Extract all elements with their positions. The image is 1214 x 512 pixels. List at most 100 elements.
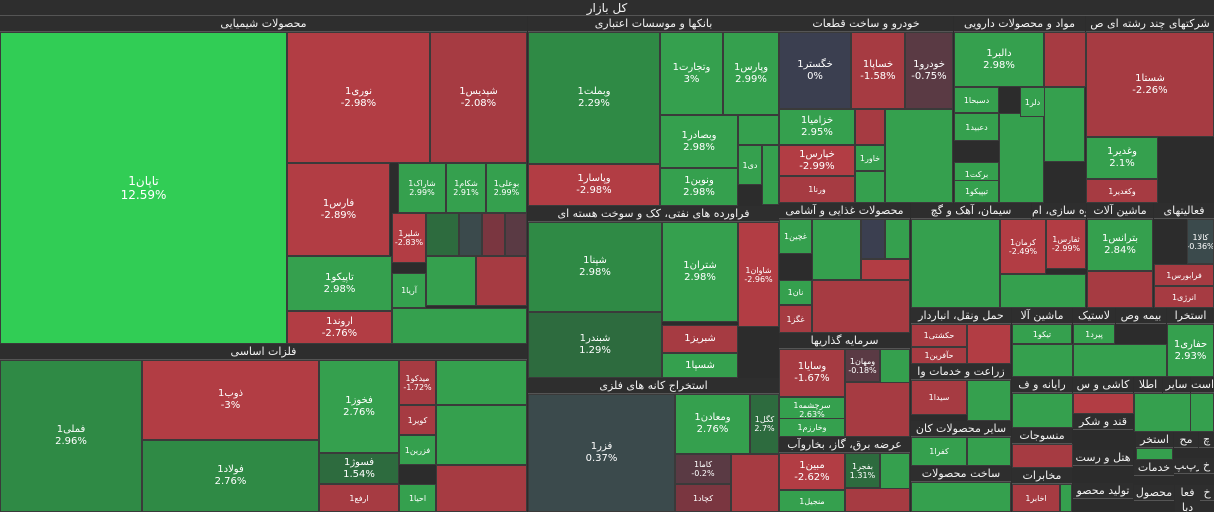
minor-stock-tile[interactable] bbox=[1012, 344, 1073, 377]
stock-tile[interactable]: بترانس1 2.84% bbox=[1087, 219, 1153, 271]
minor-stock-tile[interactable] bbox=[911, 482, 1011, 512]
stock-tile[interactable]: شتران1 2.98% bbox=[662, 222, 738, 322]
sector-header[interactable]: خدمات bbox=[1134, 460, 1174, 476]
sector-header[interactable]: استخراج کانه های فلزی bbox=[528, 378, 779, 394]
stock-tile[interactable]: حآفرین1 bbox=[911, 347, 967, 364]
stock-tile[interactable]: ثفارس1 -2.99% bbox=[1046, 219, 1086, 269]
sector-header[interactable]: انبوه سازی، ام bbox=[1032, 203, 1086, 219]
sector-header[interactable]: ماشین آلا bbox=[1012, 308, 1072, 324]
stock-tile[interactable]: احیا1 bbox=[399, 484, 436, 512]
sector-header[interactable]: سپ bbox=[1174, 458, 1186, 474]
sector-header[interactable]: دبا bbox=[1175, 500, 1200, 512]
sector-header[interactable]: لاستیک bbox=[1073, 308, 1115, 324]
stock-tile[interactable]: فسوژ1 1.54% bbox=[319, 453, 399, 484]
minor-stock-tile[interactable] bbox=[855, 109, 885, 145]
minor-stock-tile[interactable] bbox=[967, 380, 1011, 421]
stock-tile[interactable]: وپاسار1 -2.98% bbox=[528, 164, 660, 206]
minor-stock-tile[interactable] bbox=[1087, 271, 1153, 308]
stock-tile[interactable]: دسبحا1 bbox=[954, 87, 999, 113]
stock-tile[interactable]: آریا1 bbox=[392, 273, 426, 308]
stock-tile[interactable]: شاراک1 2.99% bbox=[398, 163, 446, 213]
minor-stock-tile[interactable] bbox=[845, 488, 910, 512]
stock-tile[interactable]: منجیل1 bbox=[779, 490, 845, 512]
sector-header[interactable]: خ bbox=[1200, 485, 1214, 501]
stock-tile[interactable]: وکغدیر1 bbox=[1086, 179, 1158, 203]
stock-tile[interactable]: فخوز1 2.76% bbox=[319, 360, 399, 453]
sector-header[interactable]: استخرا bbox=[1167, 308, 1214, 324]
stock-tile[interactable]: دالبر1 2.98% bbox=[954, 32, 1044, 87]
minor-stock-tile[interactable] bbox=[476, 256, 527, 306]
minor-stock-tile[interactable] bbox=[885, 109, 953, 203]
stock-tile[interactable]: فولاد1 2.76% bbox=[142, 440, 319, 512]
stock-tile[interactable]: ونوین1 2.98% bbox=[660, 168, 738, 206]
stock-tile[interactable]: دلر1 bbox=[1020, 87, 1045, 117]
stock-tile[interactable]: حفاری1 2.93% bbox=[1167, 324, 1214, 377]
stock-tile[interactable]: مبین1 -2.62% bbox=[779, 453, 845, 490]
stock-tile[interactable]: کویر1 bbox=[399, 405, 436, 435]
sector-header[interactable]: سایر محصولات کان bbox=[911, 421, 1011, 437]
minor-stock-tile[interactable] bbox=[436, 405, 527, 465]
minor-stock-tile[interactable] bbox=[861, 219, 885, 259]
stock-tile[interactable]: فارس1 -2.89% bbox=[287, 163, 390, 256]
sector-header[interactable]: اطلا bbox=[1134, 377, 1162, 393]
minor-stock-tile[interactable] bbox=[885, 219, 910, 259]
minor-stock-tile[interactable] bbox=[812, 280, 910, 333]
sector-header[interactable]: تولید محصو bbox=[1073, 483, 1133, 499]
stock-tile[interactable]: انرژی1 bbox=[1154, 286, 1214, 308]
stock-tile[interactable]: شبریز1 bbox=[662, 325, 738, 353]
stock-tile[interactable]: اروند1 -2.76% bbox=[287, 311, 392, 344]
sector-header[interactable]: استخر bbox=[1136, 432, 1173, 448]
stock-tile[interactable]: نوری1 -2.98% bbox=[287, 32, 430, 163]
stock-tile[interactable]: شستا1 -2.26% bbox=[1086, 32, 1214, 137]
minor-stock-tile[interactable] bbox=[911, 219, 1000, 308]
stock-tile[interactable]: کرمان1 -2.49% bbox=[1000, 219, 1046, 274]
sector-header[interactable]: ماشین آلات bbox=[1087, 203, 1153, 219]
stock-tile[interactable]: خپارس1 -2.99% bbox=[779, 145, 855, 176]
stock-tile[interactable]: سیدا1 bbox=[911, 380, 967, 415]
sector-header[interactable]: فعالیتهای bbox=[1154, 203, 1214, 219]
stock-tile[interactable]: ورنا1 bbox=[779, 176, 855, 203]
minor-stock-tile[interactable] bbox=[999, 113, 1044, 203]
stock-tile[interactable]: میدکو1 -1.72% bbox=[399, 360, 436, 405]
stock-tile[interactable]: شسپا1 bbox=[662, 353, 738, 378]
minor-stock-tile[interactable] bbox=[482, 213, 505, 256]
stock-tile[interactable]: کاما1 -0.2% bbox=[675, 454, 731, 484]
sector-header[interactable]: خودرو و ساخت قطعات bbox=[779, 16, 953, 32]
minor-stock-tile[interactable] bbox=[1012, 444, 1073, 468]
stock-tile[interactable]: شبندر1 1.29% bbox=[528, 312, 662, 378]
stock-tile[interactable]: شپدیس1 -2.08% bbox=[430, 32, 527, 163]
stock-tile[interactable]: وسایا1 -1.67% bbox=[779, 349, 845, 397]
sector-header[interactable]: هتل و رست bbox=[1073, 450, 1133, 466]
stock-tile[interactable]: اخابر1 bbox=[1012, 484, 1060, 512]
minor-stock-tile[interactable] bbox=[861, 259, 910, 280]
stock-tile[interactable]: ومهان1 -0.18% bbox=[845, 349, 880, 382]
minor-stock-tile[interactable] bbox=[1012, 393, 1073, 428]
stock-tile[interactable]: کچاد1 bbox=[675, 484, 731, 512]
sector-header[interactable]: محصول bbox=[1134, 485, 1174, 501]
stock-tile[interactable]: نان1 bbox=[779, 280, 812, 305]
stock-tile[interactable]: کالا1 -0.36% bbox=[1187, 219, 1214, 264]
minor-stock-tile[interactable] bbox=[967, 324, 1011, 364]
minor-stock-tile[interactable] bbox=[426, 256, 476, 306]
minor-stock-tile[interactable] bbox=[392, 308, 527, 344]
stock-tile[interactable]: شپنا1 2.98% bbox=[528, 222, 662, 312]
sector-header[interactable]: رایانه و ف bbox=[1012, 377, 1072, 393]
sector-header[interactable]: خ bbox=[1199, 458, 1214, 474]
minor-stock-tile[interactable] bbox=[459, 213, 482, 256]
stock-tile[interactable]: تیکو1 bbox=[1012, 324, 1072, 344]
minor-stock-tile[interactable] bbox=[1073, 344, 1167, 377]
minor-stock-tile[interactable] bbox=[762, 145, 779, 205]
minor-stock-tile[interactable] bbox=[1073, 393, 1134, 414]
sector-header[interactable]: حمل ونقل، انباردار bbox=[911, 308, 1011, 324]
sector-header[interactable]: شرکتهای چند رشته ای ص bbox=[1086, 16, 1214, 32]
minor-stock-tile[interactable] bbox=[1190, 393, 1214, 432]
stock-tile[interactable]: غگز1 bbox=[779, 305, 812, 333]
minor-stock-tile[interactable] bbox=[1060, 484, 1072, 512]
sector-header[interactable]: محصولات شیمیایی bbox=[0, 16, 527, 32]
sector-header[interactable]: سایر bbox=[1163, 377, 1190, 393]
minor-stock-tile[interactable] bbox=[1044, 87, 1085, 162]
sector-header[interactable]: فراورده های نفتی، کک و سوخت هسته ای bbox=[528, 206, 779, 222]
stock-tile[interactable]: فرابورس1 bbox=[1154, 264, 1214, 286]
sector-header[interactable]: است bbox=[1191, 377, 1214, 393]
stock-tile[interactable]: وبملت1 2.29% bbox=[528, 32, 660, 164]
